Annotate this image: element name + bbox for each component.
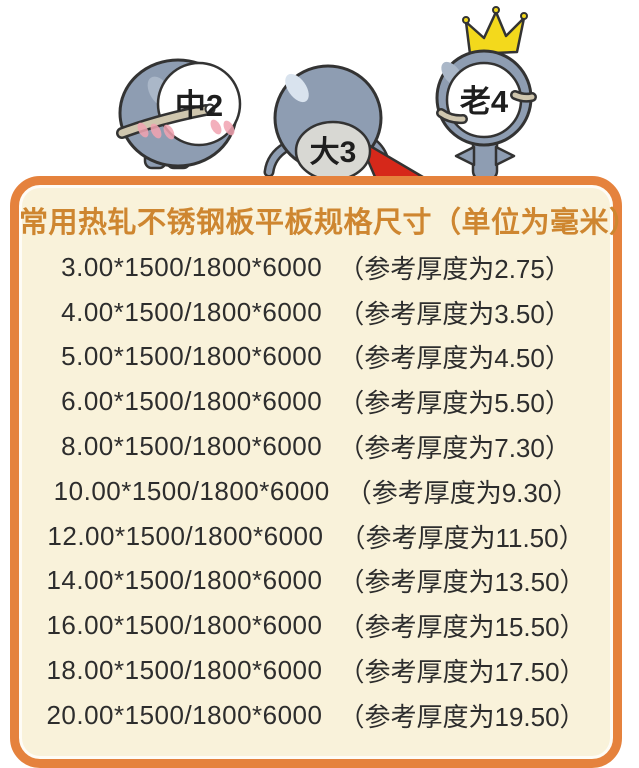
- spec-row: 3.00*1500/1800*6000 （参考厚度为2.75）: [19, 245, 613, 290]
- spec-text: 8.00*1500/1800*6000: [61, 431, 323, 462]
- spec-text: 18.00*1500/1800*6000: [46, 655, 323, 686]
- headband: [118, 106, 210, 137]
- crown-icon: [464, 10, 526, 56]
- thickness-note: （参考厚度为15.50）: [338, 612, 586, 643]
- arm-left-akimbo: [454, 145, 476, 167]
- character-zhong2: 中2: [116, 58, 242, 170]
- spec-text: 10.00*1500/1800*6000: [53, 475, 330, 506]
- thickness-note: （参考厚度为3.50）: [338, 298, 571, 329]
- head-gleam: [285, 73, 309, 103]
- spec-row: 20.00*1500/1800*6000 （参考厚度为19.50）: [19, 693, 613, 738]
- cartoon-characters: 中2 大3 老4: [116, 6, 537, 190]
- spec-row: 10.00*1500/1800*6000 （参考厚度为9.30）: [19, 469, 613, 514]
- thickness-note: （参考厚度为2.75）: [338, 253, 571, 284]
- thickness-note: （参考厚度为4.50）: [338, 343, 571, 374]
- headband: [438, 110, 466, 122]
- blush-left: [137, 122, 175, 140]
- arm-right-akimbo: [494, 145, 516, 167]
- thickness-note: （参考厚度为9.30）: [345, 477, 579, 508]
- spec-text: 6.00*1500/1800*6000: [61, 386, 323, 417]
- character-label: 大3: [310, 136, 357, 169]
- thickness-note: （参考厚度为5.50）: [338, 388, 571, 419]
- character-da3: 大3: [263, 64, 432, 190]
- spec-row: 12.00*1500/1800*6000 （参考厚度为11.50）: [19, 514, 613, 559]
- thickness-note: （参考厚度为17.50）: [338, 657, 586, 688]
- spec-text: 20.00*1500/1800*6000: [46, 699, 323, 730]
- spec-row: 4.00*1500/1800*6000 （参考厚度为3.50）: [19, 290, 613, 335]
- spec-row: 8.00*1500/1800*6000 （参考厚度为7.30）: [19, 424, 613, 469]
- spec-row: 6.00*1500/1800*6000 （参考厚度为5.50）: [19, 379, 613, 424]
- spec-text: 4.00*1500/1800*6000: [61, 296, 323, 327]
- spec-text: 3.00*1500/1800*6000: [61, 251, 323, 282]
- blush-right: [210, 119, 235, 136]
- thickness-note: （参考厚度为7.30）: [338, 433, 571, 464]
- thickness-note: （参考厚度为11.50）: [339, 522, 585, 553]
- panel-title: 常用热轧不锈钢板平板规格尺寸（单位为毫米）: [19, 207, 639, 239]
- thickness-note: （参考厚度为13.50）: [338, 567, 586, 598]
- headband-dot: [204, 103, 216, 115]
- spec-text: 12.00*1500/1800*6000: [47, 520, 324, 551]
- spec-row: 14.00*1500/1800*6000 （参考厚度为13.50）: [19, 559, 613, 604]
- crown-tip: [462, 16, 470, 24]
- thickness-note: （参考厚度为19.50）: [338, 701, 586, 732]
- spec-row: 18.00*1500/1800*6000 （参考厚度为17.50）: [19, 648, 613, 693]
- character-label: 老4: [460, 84, 509, 119]
- crown-tip: [520, 12, 528, 20]
- spec-text: 5.00*1500/1800*6000: [61, 341, 323, 372]
- character-label: 中2: [175, 88, 223, 123]
- spec-text: 16.00*1500/1800*6000: [46, 610, 323, 641]
- spec-row: 5.00*1500/1800*6000 （参考厚度为4.50）: [19, 335, 613, 380]
- spec-panel: 常用热轧不锈钢板平板规格尺寸（单位为毫米） 3.00*1500/1800*600…: [10, 176, 639, 768]
- crown-tip: [492, 6, 500, 14]
- spec-text: 14.00*1500/1800*6000: [46, 565, 323, 596]
- spec-row: 16.00*1500/1800*6000 （参考厚度为15.50）: [19, 603, 613, 648]
- spec-rows: 3.00*1500/1800*6000 （参考厚度为2.75） 4.00*1500…: [19, 245, 613, 738]
- headband: [512, 92, 535, 101]
- character-lao4: 老4: [435, 6, 537, 182]
